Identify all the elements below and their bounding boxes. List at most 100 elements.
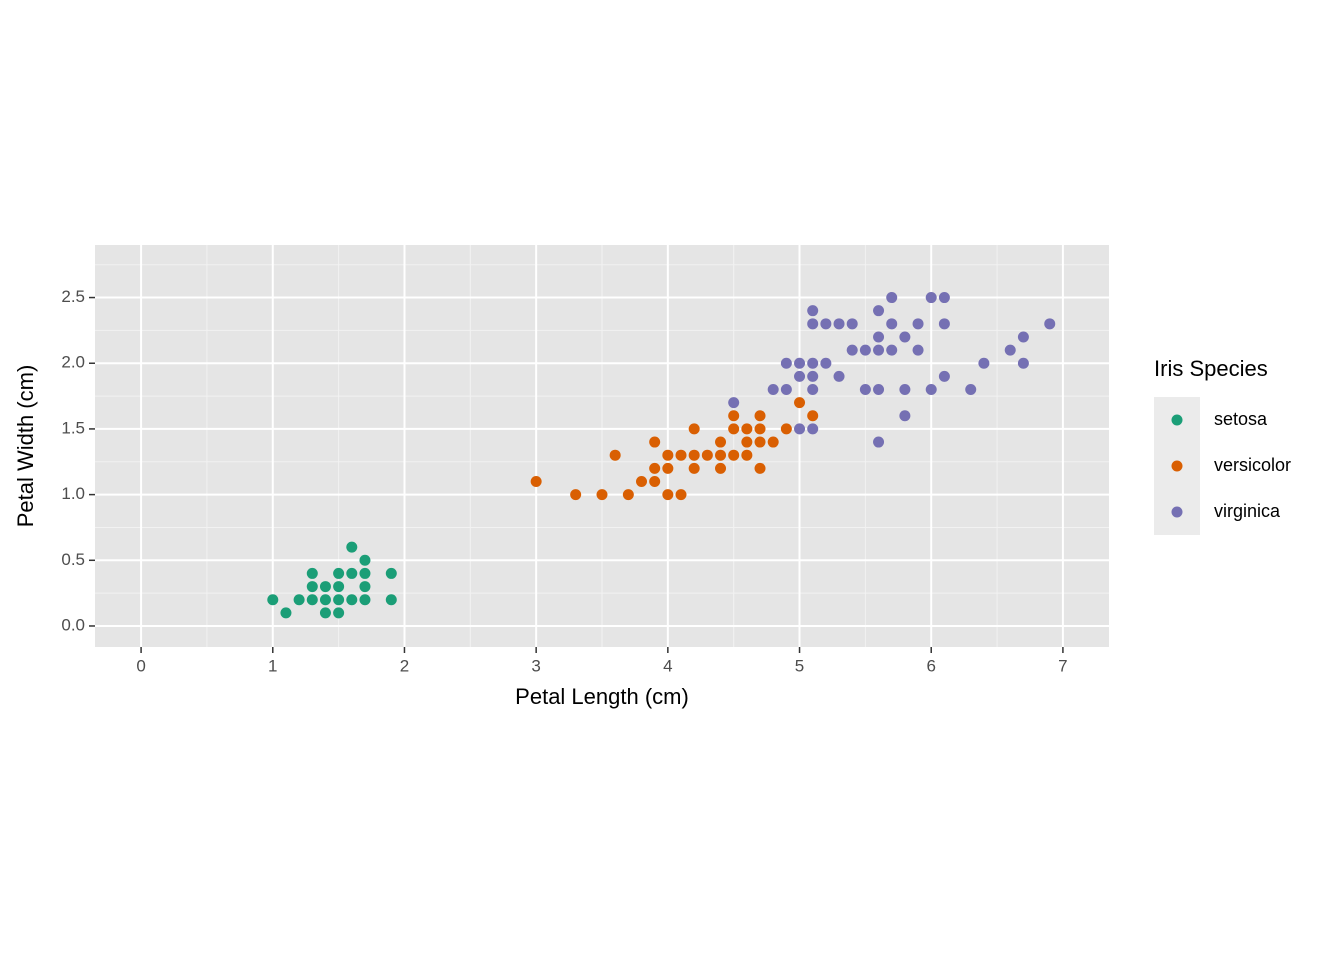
x-tick-label: 3: [531, 656, 540, 675]
point: [899, 410, 911, 422]
point: [938, 292, 950, 304]
point: [267, 594, 279, 606]
y-tick-label: 1.0: [61, 484, 85, 503]
point: [688, 462, 700, 474]
point: [570, 489, 582, 501]
point: [807, 305, 819, 317]
point: [319, 594, 331, 606]
point: [319, 607, 331, 619]
point: [873, 384, 885, 396]
point: [886, 292, 898, 304]
legend-label: setosa: [1214, 409, 1268, 429]
point: [741, 423, 753, 435]
point: [807, 410, 819, 422]
point: [846, 318, 858, 330]
point: [688, 449, 700, 461]
point: [886, 344, 898, 356]
point: [346, 567, 358, 579]
point: [780, 384, 792, 396]
legend-key: [1171, 414, 1183, 426]
point: [701, 449, 713, 461]
legend-key: [1171, 460, 1183, 472]
point: [820, 318, 832, 330]
point: [649, 475, 661, 487]
point: [912, 318, 924, 330]
point: [899, 384, 911, 396]
point: [873, 331, 885, 343]
point: [965, 384, 977, 396]
point: [715, 449, 727, 461]
point: [754, 423, 766, 435]
point: [780, 423, 792, 435]
y-tick-label: 0.5: [61, 550, 85, 569]
point: [280, 607, 292, 619]
point: [609, 449, 621, 461]
point: [741, 436, 753, 448]
point: [359, 567, 371, 579]
point: [767, 384, 779, 396]
point: [596, 489, 608, 501]
point: [978, 357, 990, 369]
point: [1044, 318, 1056, 330]
point: [794, 397, 806, 409]
point: [622, 489, 634, 501]
point: [346, 541, 358, 553]
point: [754, 410, 766, 422]
point: [754, 462, 766, 474]
point: [807, 357, 819, 369]
point: [833, 318, 845, 330]
point: [636, 475, 648, 487]
point: [807, 423, 819, 435]
point: [728, 423, 740, 435]
point: [728, 410, 740, 422]
x-tick-label: 0: [136, 656, 145, 675]
point: [925, 292, 937, 304]
point: [741, 449, 753, 461]
point: [346, 594, 358, 606]
point: [938, 370, 950, 382]
point: [873, 305, 885, 317]
y-tick-label: 0.0: [61, 615, 85, 634]
point: [385, 594, 397, 606]
point: [1017, 331, 1029, 343]
point: [938, 318, 950, 330]
legend-label: virginica: [1214, 501, 1281, 521]
point: [794, 357, 806, 369]
legend-title: Iris Species: [1154, 356, 1268, 381]
point: [688, 423, 700, 435]
point: [859, 384, 871, 396]
x-axis-title: Petal Length (cm): [515, 684, 689, 709]
point: [728, 397, 740, 409]
point: [662, 449, 674, 461]
point: [899, 331, 911, 343]
point: [530, 475, 542, 487]
point: [306, 581, 318, 593]
point: [767, 436, 779, 448]
point: [859, 344, 871, 356]
point: [675, 489, 687, 501]
point: [649, 436, 661, 448]
x-tick-label: 4: [663, 656, 672, 675]
y-tick-label: 2.0: [61, 353, 85, 372]
x-tick-label: 1: [268, 656, 277, 675]
point: [319, 581, 331, 593]
point: [306, 567, 318, 579]
point: [1004, 344, 1016, 356]
y-axis-title: Petal Width (cm): [13, 365, 38, 528]
point: [846, 344, 858, 356]
point: [780, 357, 792, 369]
point: [715, 462, 727, 474]
point: [293, 594, 305, 606]
point: [807, 318, 819, 330]
point: [359, 554, 371, 566]
point: [649, 462, 661, 474]
point: [715, 436, 727, 448]
point: [1017, 357, 1029, 369]
point: [662, 462, 674, 474]
y-tick-label: 1.5: [61, 418, 85, 437]
point: [333, 567, 345, 579]
point: [333, 594, 345, 606]
legend-label: versicolor: [1214, 455, 1291, 475]
point: [820, 357, 832, 369]
